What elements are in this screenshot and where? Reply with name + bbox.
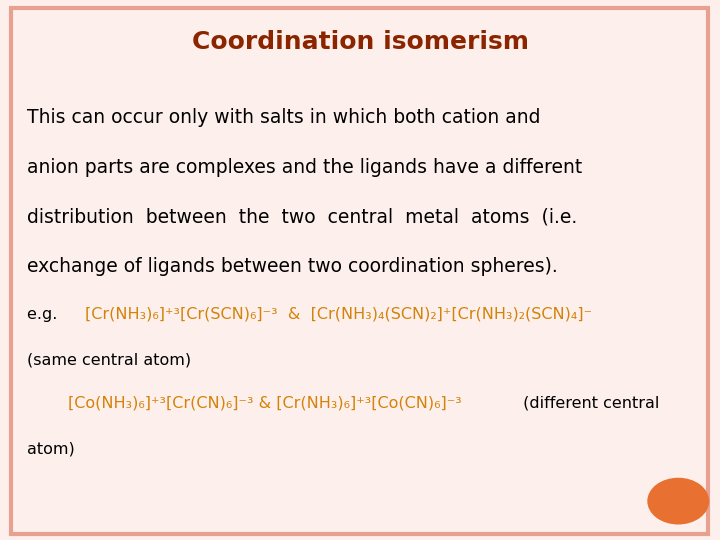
Circle shape [648, 478, 708, 524]
Text: Coordination isomerism: Coordination isomerism [192, 30, 528, 53]
FancyBboxPatch shape [11, 8, 708, 534]
Text: anion parts are complexes and the ligands have a different: anion parts are complexes and the ligand… [27, 158, 582, 177]
Text: e.g.: e.g. [27, 307, 73, 322]
Text: [Cr(NH₃)₆]⁺³[Cr(SCN)₆]⁻³  &  [Cr(NH₃)₄(SCN)₂]⁺[Cr(NH₃)₂(SCN)₄]⁻: [Cr(NH₃)₆]⁺³[Cr(SCN)₆]⁻³ & [Cr(NH₃)₄(SCN… [85, 307, 592, 322]
Text: distribution  between  the  two  central  metal  atoms  (i.e.: distribution between the two central met… [27, 207, 577, 226]
Text: This can occur only with salts in which both cation and: This can occur only with salts in which … [27, 108, 541, 127]
Text: [Co(NH₃)₆]⁺³[Cr(CN)₆]⁻³ & [Cr(NH₃)₆]⁺³[Co(CN)₆]⁻³: [Co(NH₃)₆]⁺³[Cr(CN)₆]⁻³ & [Cr(NH₃)₆]⁺³[C… [68, 396, 462, 411]
Text: atom): atom) [27, 442, 75, 457]
Text: (different central: (different central [518, 396, 660, 411]
Text: exchange of ligands between two coordination spheres).: exchange of ligands between two coordina… [27, 257, 558, 276]
Text: (same central atom): (same central atom) [27, 353, 192, 368]
